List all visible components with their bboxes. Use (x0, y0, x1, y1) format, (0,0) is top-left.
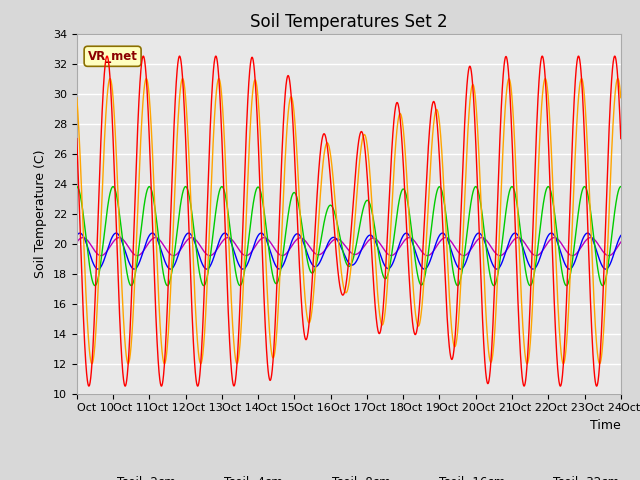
Tsoil -2cm (617, 136, 625, 142)
Tsoil -4cm (412, 310, 419, 316)
Tsoil -4cm (565, 293, 573, 299)
Tsoil -8cm (189, 222, 197, 228)
Tsoil -8cm (565, 277, 573, 283)
Tsoil -32cm (225, 235, 233, 240)
Tsoil -2cm (402, 211, 410, 216)
Tsoil -32cm (189, 235, 197, 241)
Tsoil -32cm (73, 239, 81, 245)
Tsoil -8cm (599, 283, 607, 288)
Tsoil -32cm (412, 240, 419, 245)
Line: Tsoil -2cm: Tsoil -2cm (77, 56, 621, 386)
Tsoil -16cm (565, 266, 573, 272)
Text: VR_met: VR_met (88, 50, 138, 63)
X-axis label: Time: Time (590, 419, 621, 432)
Tsoil -2cm (617, 132, 625, 138)
Tsoil -4cm (617, 93, 625, 99)
Tsoil -4cm (617, 95, 625, 101)
Tsoil -8cm (402, 190, 410, 196)
Tsoil -2cm (412, 332, 419, 337)
Tsoil -16cm (617, 233, 625, 239)
Tsoil -32cm (617, 239, 625, 245)
Tsoil -16cm (76, 230, 84, 236)
Line: Tsoil -16cm: Tsoil -16cm (77, 233, 621, 269)
Tsoil -32cm (79, 235, 86, 240)
Tsoil -16cm (617, 233, 625, 239)
Tsoil -8cm (225, 215, 232, 220)
Tsoil -16cm (225, 234, 233, 240)
Tsoil -4cm (73, 95, 81, 101)
Title: Soil Temperatures Set 2: Soil Temperatures Set 2 (250, 12, 447, 31)
Tsoil -8cm (73, 184, 81, 190)
Tsoil -2cm (85, 383, 93, 389)
Tsoil -8cm (617, 184, 625, 190)
Tsoil -2cm (225, 323, 233, 329)
Tsoil -4cm (88, 360, 96, 366)
Y-axis label: Soil Temperature (C): Soil Temperature (C) (35, 149, 47, 278)
Tsoil -2cm (611, 53, 619, 59)
Tsoil -16cm (402, 230, 410, 236)
Tsoil -16cm (189, 236, 197, 242)
Tsoil -8cm (412, 257, 419, 263)
Tsoil -32cm (617, 240, 625, 245)
Line: Tsoil -32cm: Tsoil -32cm (77, 238, 621, 255)
Tsoil -2cm (565, 223, 573, 228)
Tsoil -32cm (402, 236, 410, 242)
Tsoil -16cm (412, 249, 419, 254)
Tsoil -2cm (73, 136, 81, 142)
Tsoil -8cm (617, 184, 625, 190)
Tsoil -16cm (73, 233, 81, 239)
Tsoil -4cm (189, 263, 197, 269)
Tsoil -32cm (605, 252, 612, 258)
Line: Tsoil -4cm: Tsoil -4cm (77, 79, 621, 363)
Tsoil -4cm (225, 241, 233, 247)
Tsoil -4cm (614, 76, 621, 82)
Tsoil -2cm (189, 341, 197, 347)
Line: Tsoil -8cm: Tsoil -8cm (77, 187, 621, 286)
Tsoil -16cm (602, 266, 609, 272)
Legend: Tsoil -2cm, Tsoil -4cm, Tsoil -8cm, Tsoil -16cm, Tsoil -32cm: Tsoil -2cm, Tsoil -4cm, Tsoil -8cm, Tsoi… (74, 471, 624, 480)
Tsoil -4cm (402, 159, 410, 165)
Tsoil -32cm (565, 252, 573, 257)
